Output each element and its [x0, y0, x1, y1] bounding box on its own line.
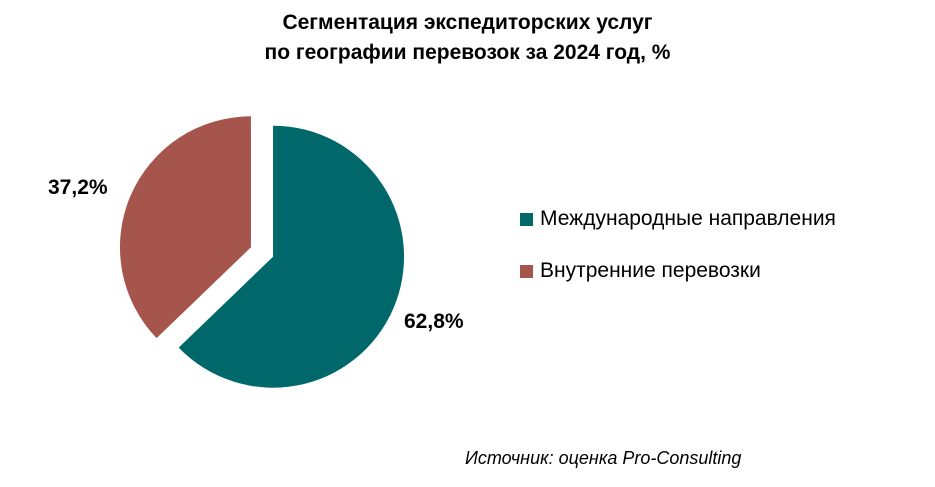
legend-label-domestic: Внутренние перевозки [540, 259, 761, 282]
legend-item-international: Международные направления [520, 204, 836, 234]
pie-slice-domestic [119, 116, 251, 339]
legend-swatch-international [520, 212, 533, 226]
chart-title-line-1: Сегментация экспедиторских услуг [282, 11, 653, 34]
chart-title: Сегментация экспедиторских услуг по геог… [0, 8, 935, 68]
legend: Международные направления Внутренние пер… [520, 204, 836, 308]
data-label-domestic: 37,2% [48, 176, 108, 199]
legend-swatch-domestic [520, 264, 533, 278]
legend-label-international: Международные направления [540, 207, 836, 230]
chart-title-line-2: по географии перевозок за 2024 год, % [264, 41, 671, 64]
legend-item-domestic: Внутренние перевозки [520, 256, 836, 286]
pie-slice-international [178, 125, 405, 388]
source-note: Источник: оценка Pro-Consulting [465, 448, 742, 468]
data-label-international: 62,8% [404, 310, 464, 333]
